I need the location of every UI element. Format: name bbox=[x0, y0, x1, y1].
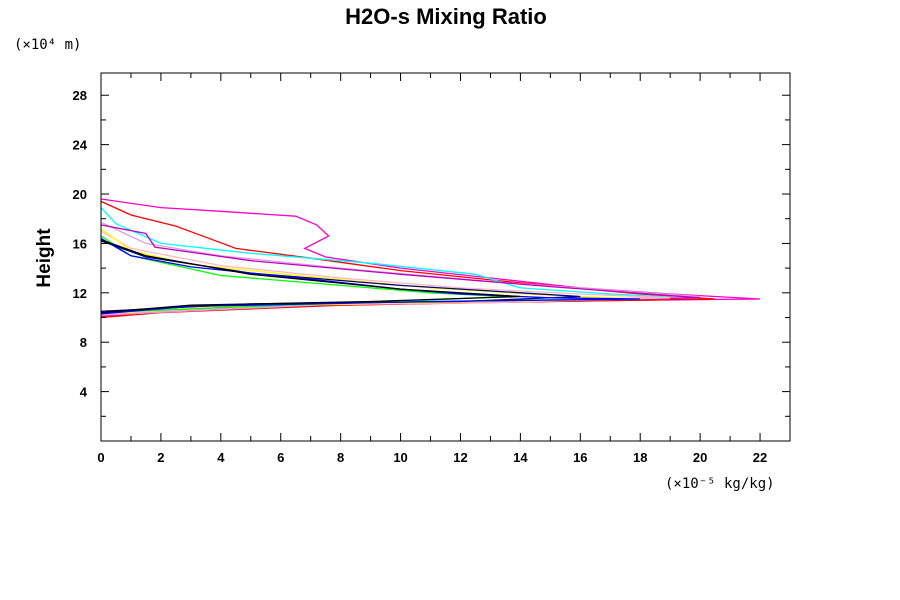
series-group bbox=[100, 198, 761, 319]
plot-frame bbox=[100, 72, 791, 442]
y-tick-label: 4 bbox=[80, 385, 88, 400]
y-tick-label: 12 bbox=[73, 286, 87, 301]
x-tick-label: 4 bbox=[217, 450, 225, 465]
x-tick-label: 22 bbox=[753, 450, 767, 465]
x-tick-label: 10 bbox=[393, 450, 407, 465]
y-tick-label: 24 bbox=[73, 138, 88, 153]
x-tick-label: 14 bbox=[513, 450, 528, 465]
x-tick-label: 0 bbox=[97, 450, 104, 465]
y-tick-label: 20 bbox=[73, 187, 87, 202]
y-tick-label: 28 bbox=[73, 88, 87, 103]
y-tick-label: 8 bbox=[80, 335, 87, 350]
y-unit-label: (×10⁴ m) bbox=[14, 37, 81, 53]
series-line-pink bbox=[100, 230, 671, 315]
x-tick-label: 2 bbox=[157, 450, 164, 465]
series-line-blue bbox=[100, 237, 641, 315]
x-tick-label: 6 bbox=[277, 450, 284, 465]
x-tick-label: 8 bbox=[337, 450, 344, 465]
y-tick-label: 16 bbox=[73, 236, 87, 251]
x-tick-label: 18 bbox=[633, 450, 647, 465]
series-line-black bbox=[100, 239, 521, 314]
x-tick-label: 20 bbox=[693, 450, 707, 465]
x-unit-label: (×10⁻⁵ kg/kg) bbox=[665, 476, 775, 492]
x-tick-label: 16 bbox=[573, 450, 587, 465]
chart-title: H2O-s Mixing Ratio bbox=[345, 4, 547, 29]
y-axis-label: Height bbox=[34, 228, 55, 288]
x-tick-label: 12 bbox=[453, 450, 467, 465]
